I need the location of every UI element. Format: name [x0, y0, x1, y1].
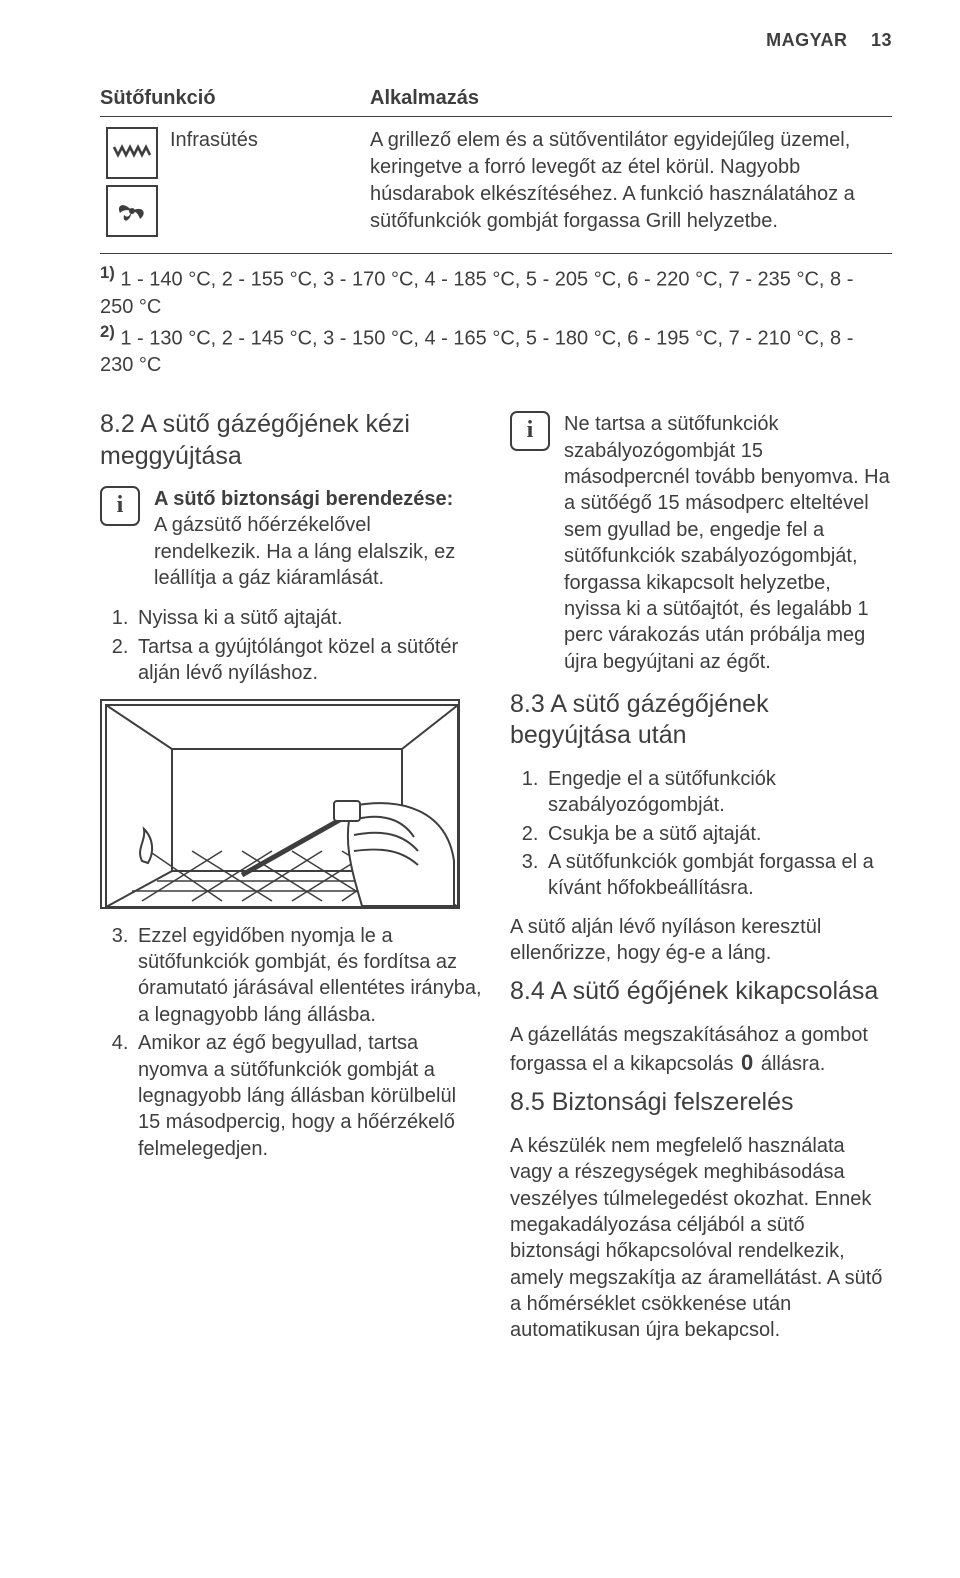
section-8-2-title: 8.2 A sütő gázégőjének kézi meggyújtása	[100, 409, 482, 472]
table-head-function: Sütőfunkció	[100, 79, 370, 117]
table-head-application: Alkalmazás	[370, 79, 892, 117]
function-icon-stack	[100, 127, 158, 237]
header-page-number: 13	[871, 30, 892, 50]
section-8-4-title: 8.4 A sütő égőjének kikapcsolása	[510, 976, 892, 1007]
footnote-2: 2) 1 - 130 °C, 2 - 145 °C, 3 - 150 °C, 4…	[100, 321, 892, 380]
step-3: A sütőfunkciók gombját forgassa el a kív…	[544, 849, 892, 902]
manual-page: MAGYAR 13 Sütőfunkció Alkalmazás	[0, 0, 960, 1394]
page-header: MAGYAR 13	[100, 30, 892, 51]
function-description: A grillező elem és a sütőventilátor egyi…	[370, 117, 892, 254]
oven-ignition-illustration	[100, 699, 460, 909]
step-1: Engedje el a sütőfunkciók szabályozógomb…	[544, 766, 892, 819]
left-column: 8.2 A sütő gázégőjének kézi meggyújtása …	[100, 403, 482, 1354]
section-8-5-text: A készülék nem megfelelő használata vagy…	[510, 1133, 892, 1344]
function-table: Sütőfunkció Alkalmazás	[100, 79, 892, 254]
table-row: Infrasütés A grillező elem és a sütővent…	[100, 117, 892, 254]
section-8-3-title: 8.3 A sütő gázégőjének begyújtása után	[510, 689, 892, 752]
step-2: Tartsa a gyújtólángot közel a sütőtér al…	[134, 634, 482, 687]
info-icon: i	[100, 486, 140, 526]
fan-icon	[106, 185, 158, 237]
steps-8-3: Engedje el a sütőfunkciók szabályozógomb…	[510, 766, 892, 902]
info-plain-text: A gázsütő hőérzékelővel rendelkezik. Ha …	[154, 514, 455, 589]
step-1: Nyissa ki a sütő ajtaját.	[134, 605, 482, 631]
footnote-1: 1) 1 - 140 °C, 2 - 155 °C, 3 - 170 °C, 4…	[100, 262, 892, 321]
info-bold-text: A sütő biztonsági berendezése:	[154, 488, 453, 510]
off-position-icon: 0	[739, 1048, 755, 1077]
info-warning-text: Ne tartsa a sütőfunkciók szabályozógombj…	[564, 411, 892, 675]
section-8-3-after: A sütő alján lévő nyíláson keresztül ell…	[510, 914, 892, 967]
section-8-4-text: A gázellátás megszakításához a gombot fo…	[510, 1022, 892, 1078]
temperature-footnotes: 1) 1 - 140 °C, 2 - 155 °C, 3 - 170 °C, 4…	[100, 262, 892, 379]
steps-8-2-b: Ezzel egyidőben nyomja le a sütőfunkciók…	[100, 923, 482, 1163]
step-4: Amikor az égő begyullad, tartsa nyomva a…	[134, 1030, 482, 1162]
step-2: Csukja be a sütő ajtaját.	[544, 821, 892, 847]
function-label: Infrasütés	[158, 127, 258, 237]
step-3: Ezzel egyidőben nyomja le a sütőfunkciók…	[134, 923, 482, 1029]
steps-8-2-a: Nyissa ki a sütő ajtaját. Tartsa a gyújt…	[100, 605, 482, 686]
header-language: MAGYAR	[766, 30, 847, 50]
grill-element-icon	[106, 127, 158, 179]
info-box-safety-device: i A sütő biztonsági berendezése: A gázsü…	[100, 486, 482, 592]
info-icon: i	[510, 411, 550, 451]
section-8-5-title: 8.5 Biztonsági felszerelés	[510, 1087, 892, 1118]
info-box-hold-warning: i Ne tartsa a sütőfunkciók szabályozógom…	[510, 411, 892, 675]
right-column: i Ne tartsa a sütőfunkciók szabályozógom…	[510, 403, 892, 1354]
